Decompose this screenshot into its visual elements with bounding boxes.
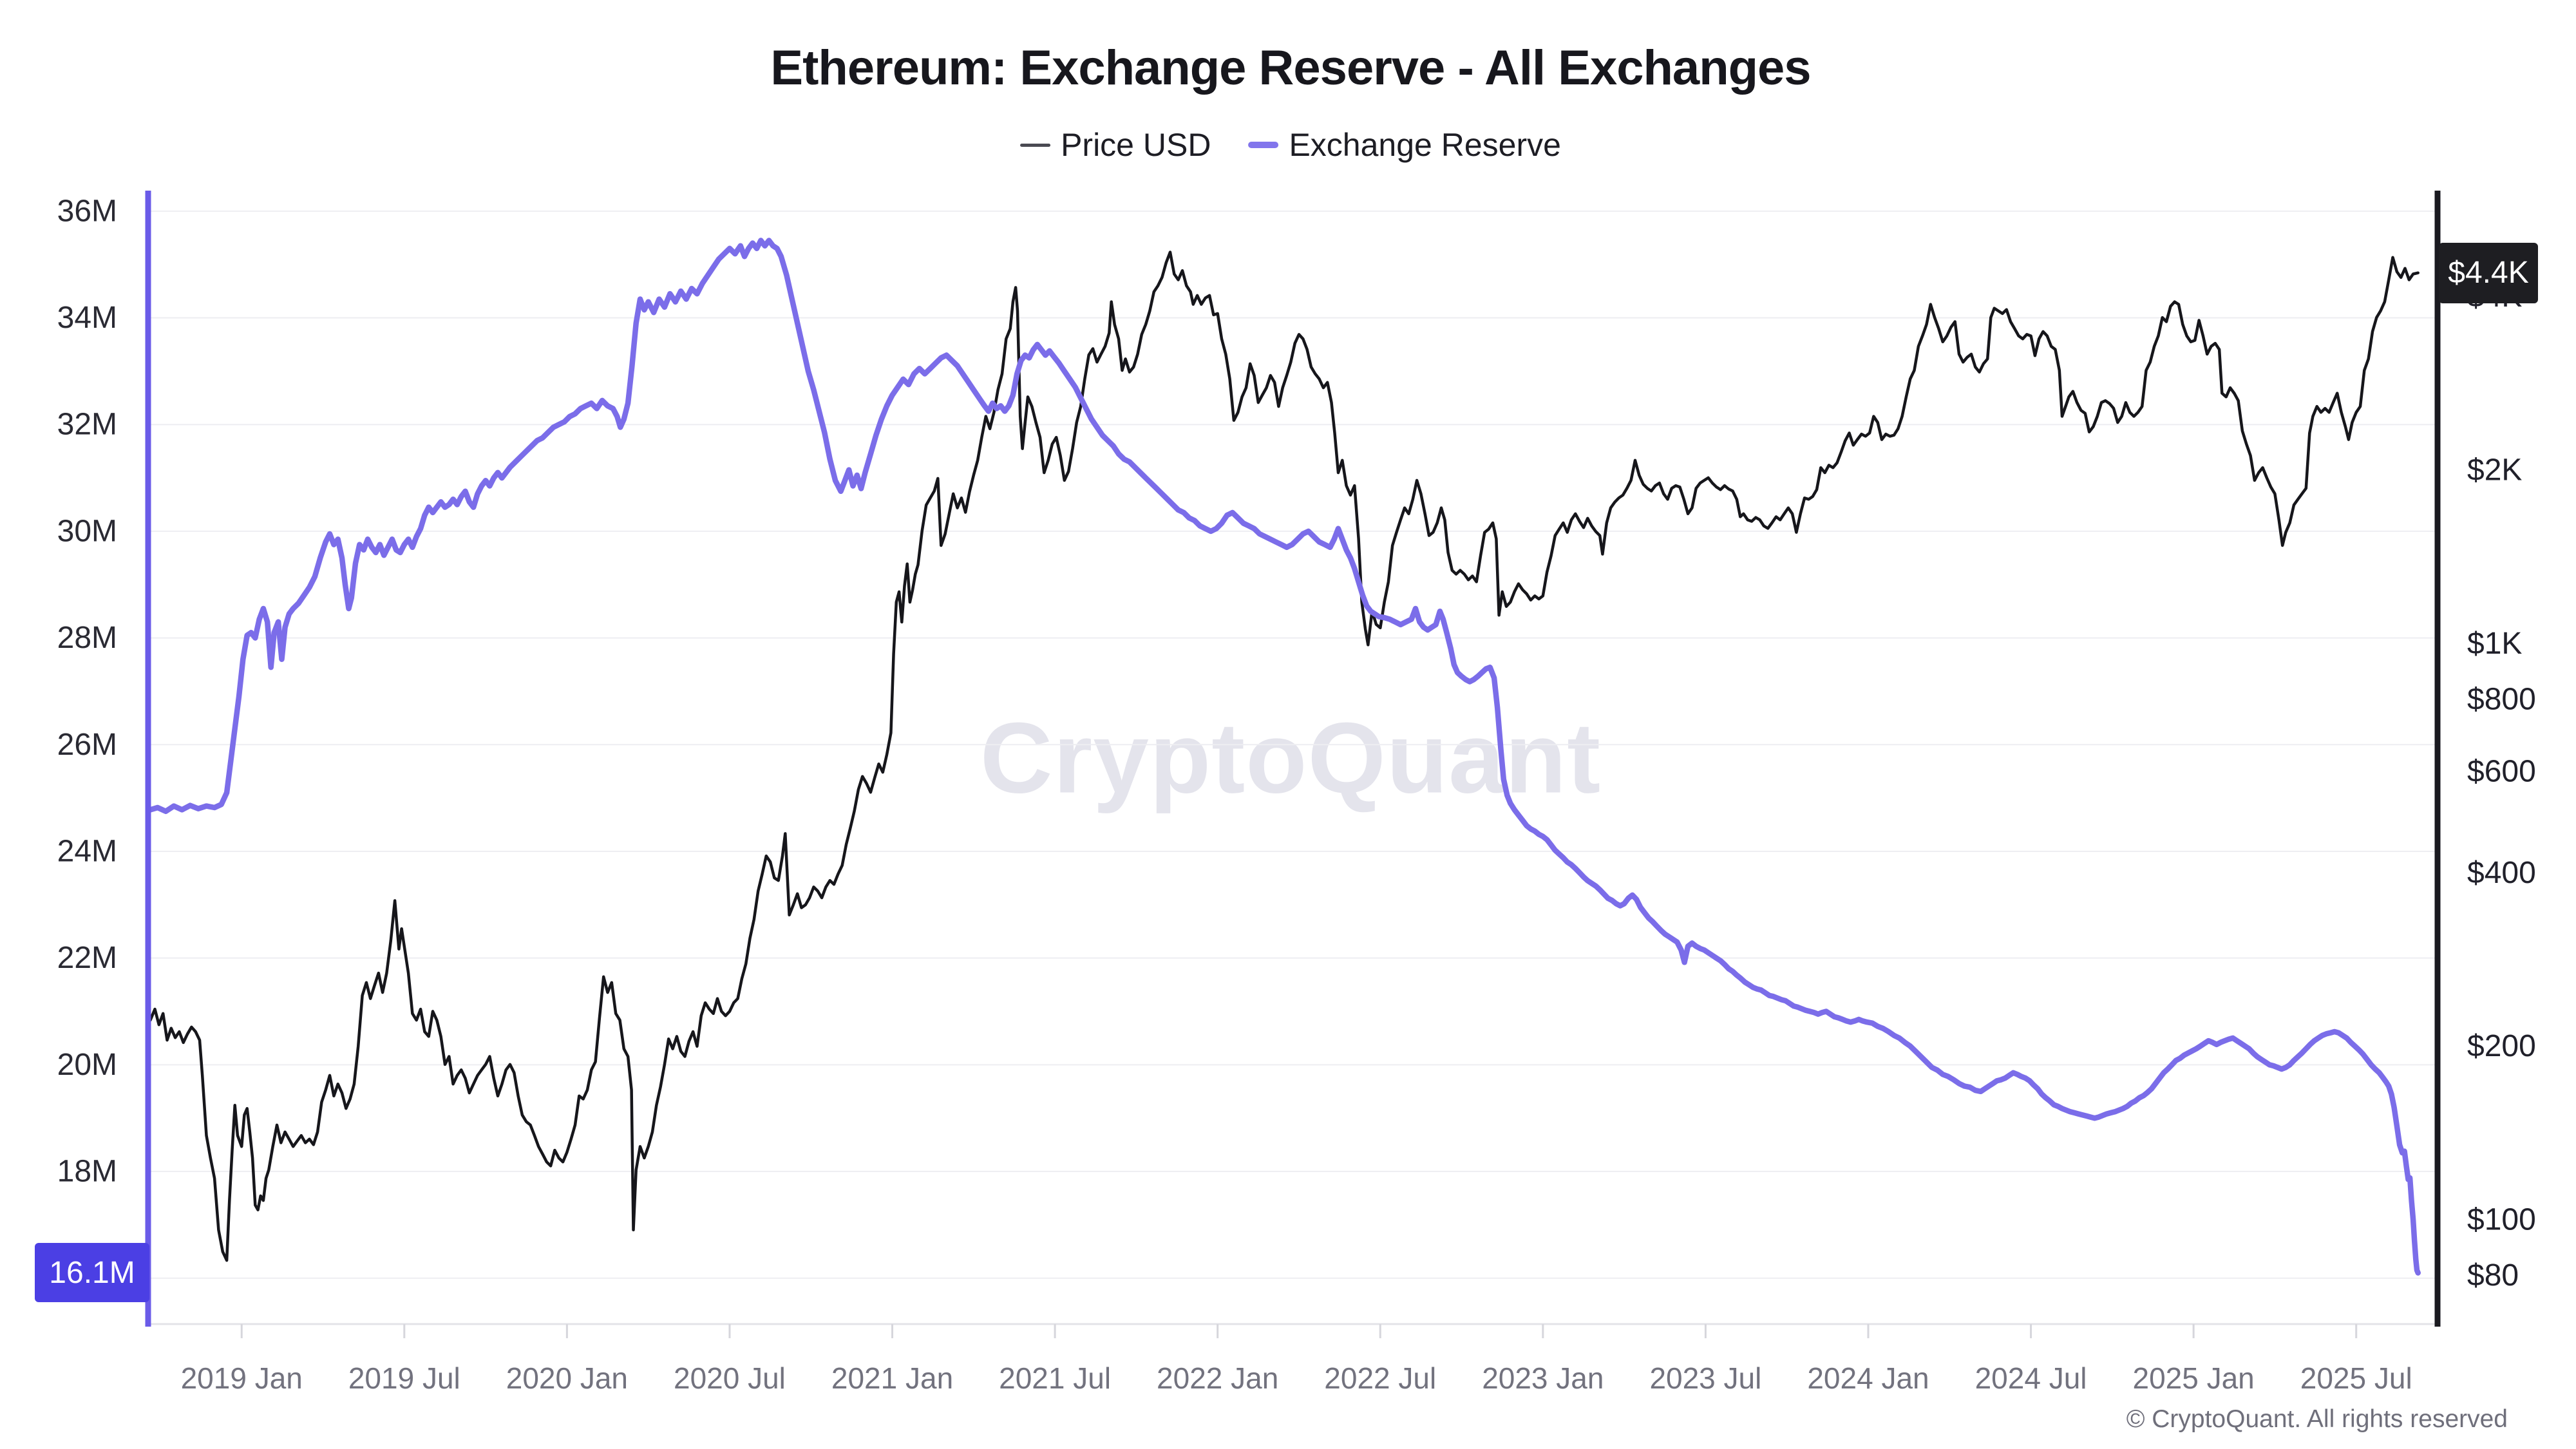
y-right-tick-label: $200 [2467,1029,2536,1063]
copyright-notice: © CryptoQuant. All rights reserved [2126,1405,2508,1433]
legend-item-label: Price USD [1061,127,1211,163]
x-tick-label: 2023 Jul [1649,1361,1761,1395]
y-left-tick-label: 30M [57,514,117,548]
x-tick-label: 2021 Jul [999,1361,1111,1395]
x-tick-label: 2024 Jul [1975,1361,2087,1395]
y-right-tick-label: $600 [2467,754,2536,788]
y-left-tick-label: 34M [57,301,117,335]
y-left-tick-label: 28M [57,621,117,655]
x-tick-label: 2021 Jan [831,1361,953,1395]
y-right-tick-label: $100 [2467,1202,2536,1236]
y-left-tick-label: 22M [57,941,117,975]
x-tick-label: 2023 Jan [1482,1361,1604,1395]
latest-reserve-badge: 16.1M [35,1243,149,1303]
legend-item-price-usd[interactable]: Price USD [1020,126,1211,164]
x-tick-label: 2025 Jul [2300,1361,2412,1395]
legend-item-exchange-reserve[interactable]: Exchange Reserve [1248,126,1561,164]
x-tick-label: 2019 Jul [348,1361,460,1395]
exchange-reserve-line [147,238,2421,1276]
price-usd-line-swatch-icon [1020,143,1051,147]
legend-item-label: Exchange Reserve [1289,127,1561,163]
x-tick-label: 2020 Jan [506,1361,628,1395]
y-right-tick-label: $2K [2467,453,2522,488]
y-left-tick-label: 32M [57,408,117,442]
y-right-tick-label: $400 [2467,856,2536,890]
y-right-tick-label: $80 [2467,1258,2519,1293]
legend: Price USD Exchange Reserve [1020,126,1561,164]
x-tick-label: 2024 Jan [1807,1361,1929,1395]
y-left-tick-label: 26M [57,728,117,762]
price-usd-line [149,251,2420,1262]
chart-title: Ethereum: Exchange Reserve - All Exchang… [770,41,1811,95]
x-tick-label: 2019 Jan [181,1361,303,1395]
y-left-tick-label: 18M [57,1155,117,1189]
y-right-tick-label: $1K [2467,627,2522,661]
latest-price-badge: $4.4K [2439,242,2538,303]
y-left-tick-label: 24M [57,834,117,868]
y-right-tick-label: $800 [2467,683,2536,717]
y-left-tick-label: 36M [57,194,117,228]
x-tick-label: 2025 Jan [2132,1361,2254,1395]
exchange-reserve-line-swatch-icon [1248,142,1279,148]
x-tick-label: 2020 Jul [674,1361,786,1395]
y-left-tick-label: 20M [57,1048,117,1082]
x-tick-label: 2022 Jan [1157,1361,1278,1395]
x-tick-label: 2022 Jul [1324,1361,1436,1395]
